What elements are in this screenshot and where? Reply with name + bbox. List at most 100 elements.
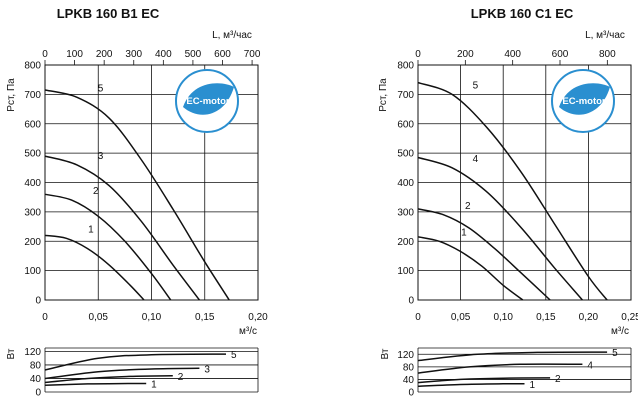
top-tick-label: 100	[66, 49, 83, 60]
top-tick-label: 600	[552, 49, 569, 60]
y-tick-label: 0	[408, 296, 414, 307]
y-tick-label: 100	[397, 266, 414, 277]
power-y-tick-label: 80	[30, 360, 42, 371]
pressure-curve-2	[417, 208, 551, 301]
pressure-curve-label: 1	[461, 227, 467, 238]
y-tick-label: 400	[397, 178, 414, 189]
power-curve-4	[417, 363, 583, 374]
y-tick-label: 600	[24, 119, 41, 130]
y-tick-label: 0	[35, 296, 41, 307]
logo-text: EC-motor	[186, 96, 230, 107]
pressure-curve-label: 2	[465, 201, 471, 212]
y-tick-label: 200	[24, 237, 41, 248]
power-y-tick-label: 120	[397, 350, 414, 361]
pressure-curve-label: 5	[98, 83, 104, 94]
y-tick-label: 700	[397, 90, 414, 101]
y-tick-label: 700	[24, 90, 41, 101]
top-axis-label: L, м³/час	[212, 30, 252, 41]
x-tick-label: 0	[42, 312, 48, 323]
top-tick-label: 200	[96, 49, 113, 60]
y-tick-label: 800	[397, 61, 414, 72]
power-y-tick-label: 80	[403, 362, 415, 373]
top-tick-label: 400	[504, 49, 521, 60]
y-tick-label: 200	[397, 237, 414, 248]
top-axis-label: L, м³/час	[585, 30, 625, 41]
pressure-curve-4	[417, 156, 583, 301]
pressure-curve-label: 1	[88, 224, 94, 235]
power-curve-label: 5	[231, 350, 237, 361]
power-y-tick-label: 120	[24, 347, 41, 358]
power-curve-5	[417, 351, 608, 362]
logo-leaf-shape	[183, 83, 234, 115]
power-y-tick-label: 0	[35, 388, 41, 399]
x-tick-label: 0,10	[493, 312, 513, 323]
x-tick-label: 0,15	[536, 312, 556, 323]
pressure-curve-2	[44, 193, 172, 301]
power-curve-5	[44, 353, 227, 371]
pressure-curve-label: 5	[473, 80, 479, 91]
top-tick-label: 200	[457, 49, 474, 60]
x-tick-label: 0,10	[142, 312, 162, 323]
pressure-curve-label: 2	[93, 186, 99, 197]
top-tick-label: 500	[185, 49, 202, 60]
power-curve-label: 5	[612, 348, 618, 359]
pressure-curve-3	[44, 155, 201, 301]
y-tick-label: 300	[24, 207, 41, 218]
x-tick-label: 0,20	[579, 312, 599, 323]
power-curve-label: 4	[587, 360, 593, 371]
top-tick-label: 800	[599, 49, 616, 60]
power-curve-label: 1	[530, 380, 536, 391]
pressure-curve-label: 4	[473, 154, 479, 165]
power-curve-2	[44, 375, 173, 384]
top-tick-label: 0	[42, 49, 48, 60]
top-tick-label: 700	[244, 49, 261, 60]
top-tick-label: 600	[214, 49, 231, 60]
pressure-curve-1	[44, 234, 145, 301]
power-curve-1	[44, 382, 147, 386]
chart-2: LPKB 160 C1 EC0 0,05 0,10 0,15 0,20 0,2501002…	[378, 6, 638, 399]
ec-motor-logo: EC-motor	[551, 69, 615, 133]
power-y-tick-label: 40	[403, 375, 415, 386]
y-axis-label: Рст, Па	[6, 78, 17, 112]
plot-frame	[44, 64, 259, 301]
x-tick-label: 0,05	[89, 312, 109, 323]
pressure-plot: 0 0,05 0,10 0,15 0,20 0,25 0 100 200 300 400 500 600…	[378, 30, 638, 337]
top-tick-label: 0	[415, 49, 421, 60]
power-curve-1	[417, 383, 525, 388]
power-y-tick-label: 40	[30, 374, 42, 385]
logo-text: EC-motor	[562, 96, 606, 107]
y-axis-label: Рст, Па	[378, 78, 389, 112]
power-curve-3	[44, 367, 200, 380]
x-tick-label: 0,15	[195, 312, 215, 323]
logo-leaf-shape	[559, 83, 610, 115]
y-tick-label: 600	[397, 119, 414, 130]
power-curve-label: 3	[204, 364, 210, 375]
power-y-tick-label: 0	[408, 388, 414, 399]
y-tick-label: 500	[397, 149, 414, 160]
power-curve-label: 1	[151, 380, 157, 391]
y-tick-label: 500	[24, 149, 41, 160]
chart-title: LPKB 160 B1 EC	[57, 6, 160, 21]
power-plot: 0 40 80 120 Вт 1 2 3 5	[6, 347, 259, 399]
pressure-curve-5	[44, 89, 230, 301]
x-tick-label: 0,25	[621, 312, 638, 323]
y-tick-label: 100	[24, 266, 41, 277]
pressure-curve-1	[417, 236, 524, 301]
power-y-axis-label: Вт	[380, 348, 391, 359]
power-y-axis-label: Вт	[6, 348, 17, 359]
y-tick-label: 800	[24, 61, 41, 72]
ec-motor-logo: EC-motor	[175, 69, 239, 133]
x-tick-label: 0,20	[248, 312, 268, 323]
top-tick-label: 300	[125, 49, 142, 60]
x-tick-label: 0,05	[451, 312, 471, 323]
plot-frame	[417, 64, 632, 301]
chart-1: LPKB 160 B1 EC0 0,05 0,10 0,15 0,20010020030…	[6, 6, 268, 399]
power-curve-label: 2	[178, 372, 184, 383]
x-axis-label: м³/с	[239, 326, 257, 337]
pressure-curve-5	[417, 81, 608, 301]
y-tick-label: 300	[397, 207, 414, 218]
power-curve-label: 2	[555, 374, 561, 385]
power-curve-2	[417, 377, 551, 384]
